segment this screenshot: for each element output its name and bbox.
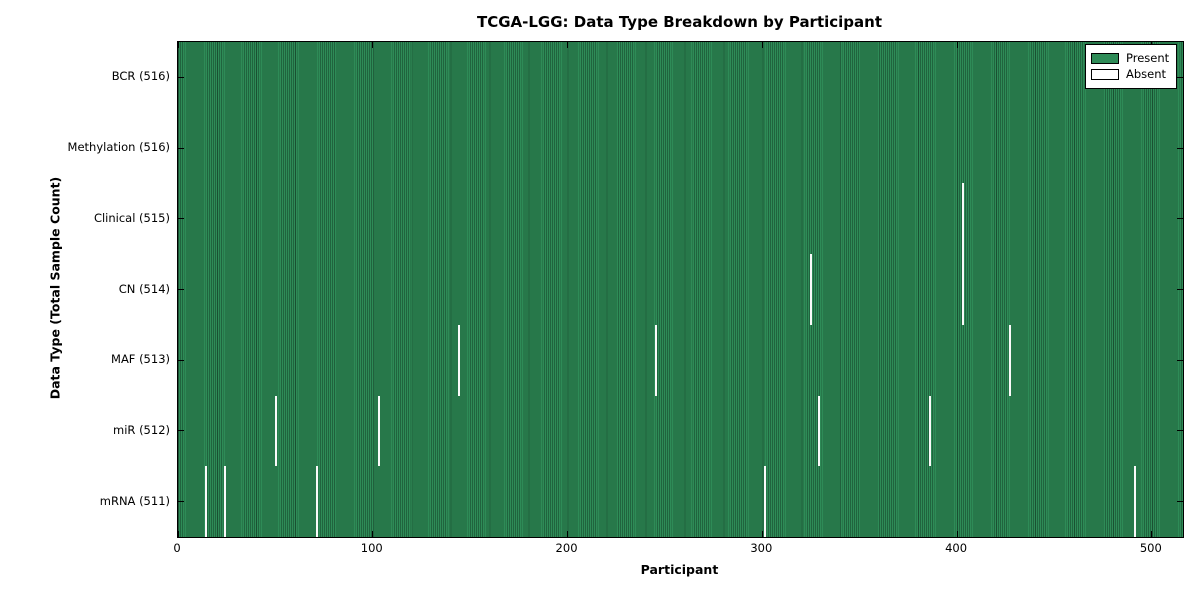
x-tick xyxy=(177,42,179,48)
legend-item-absent: Absent xyxy=(1091,66,1171,81)
x-tick xyxy=(372,42,374,48)
absent-stripe xyxy=(929,395,932,467)
row-clinical xyxy=(178,183,1183,255)
y-tick xyxy=(1177,359,1183,361)
x-tick xyxy=(1151,531,1153,537)
y-tick xyxy=(178,430,184,432)
x-tick xyxy=(567,42,569,48)
xtick-label: 0 xyxy=(173,541,181,555)
x-tick xyxy=(956,42,958,48)
xtick-label: 200 xyxy=(555,541,578,555)
row-mrna xyxy=(178,466,1183,537)
x-tick xyxy=(761,531,763,537)
x-tick xyxy=(567,531,569,537)
legend-swatch-absent xyxy=(1091,68,1119,80)
plot-fill xyxy=(178,42,1183,537)
row-methylation xyxy=(178,113,1183,184)
ytick-label-clinical: Clinical (515) xyxy=(93,210,170,225)
absent-stripe xyxy=(274,395,277,467)
ytick-label-mir: miR (512) xyxy=(113,422,170,437)
y-tick xyxy=(1177,289,1183,290)
xtick-label: 100 xyxy=(360,541,383,555)
y-tick xyxy=(178,147,184,149)
y-tick xyxy=(178,289,184,290)
xtick-label: 300 xyxy=(750,541,773,555)
y-tick xyxy=(1177,76,1183,78)
absent-stripe xyxy=(763,466,766,537)
y-tick xyxy=(178,218,184,220)
y-tick xyxy=(178,501,184,503)
absent-stripe xyxy=(1133,466,1136,537)
row-cn xyxy=(178,254,1183,325)
legend-swatch-present xyxy=(1091,53,1119,65)
xtick-label: 400 xyxy=(945,541,968,555)
x-tick xyxy=(761,42,763,48)
absent-stripe xyxy=(654,324,657,396)
absent-stripe xyxy=(818,395,821,467)
y-tick xyxy=(1177,147,1183,149)
plot-area xyxy=(177,41,1184,538)
absent-stripe xyxy=(457,324,460,396)
y-tick xyxy=(1177,501,1183,503)
absent-stripe xyxy=(962,183,965,255)
absent-stripe xyxy=(224,466,227,537)
absent-stripe xyxy=(1009,324,1012,396)
absent-stripe xyxy=(962,254,965,325)
y-axis-title: Data Type (Total Sample Count) xyxy=(47,176,63,400)
ytick-label-mrna: mRNA (511) xyxy=(99,493,170,508)
y-tick xyxy=(1177,430,1183,432)
legend: Present Absent xyxy=(1085,44,1177,89)
ytick-label-methylation: Methylation (516) xyxy=(67,140,170,155)
chart-title: TCGA-LGG: Data Type Breakdown by Partici… xyxy=(476,13,883,31)
absent-stripe xyxy=(810,254,813,325)
legend-label-present: Present xyxy=(1126,51,1170,65)
absent-stripe xyxy=(378,395,381,467)
x-tick xyxy=(177,531,179,537)
absent-stripe xyxy=(204,466,207,537)
x-tick xyxy=(372,531,374,537)
absent-stripe xyxy=(315,466,318,537)
legend-label-absent: Absent xyxy=(1126,66,1167,81)
ytick-label-bcr: BCR (516) xyxy=(111,69,170,84)
row-maf xyxy=(178,324,1183,396)
row-mir xyxy=(178,395,1183,467)
y-tick xyxy=(178,76,184,78)
xtick-label: 500 xyxy=(1139,541,1162,555)
x-tick xyxy=(956,531,958,537)
y-tick xyxy=(178,359,184,361)
y-tick xyxy=(1177,218,1183,220)
ytick-label-maf: MAF (513) xyxy=(111,352,170,367)
row-bcr xyxy=(178,42,1183,113)
legend-item-present: Present xyxy=(1091,51,1171,65)
ytick-label-cn: CN (514) xyxy=(118,281,170,296)
x-axis-title: Participant xyxy=(640,562,719,577)
